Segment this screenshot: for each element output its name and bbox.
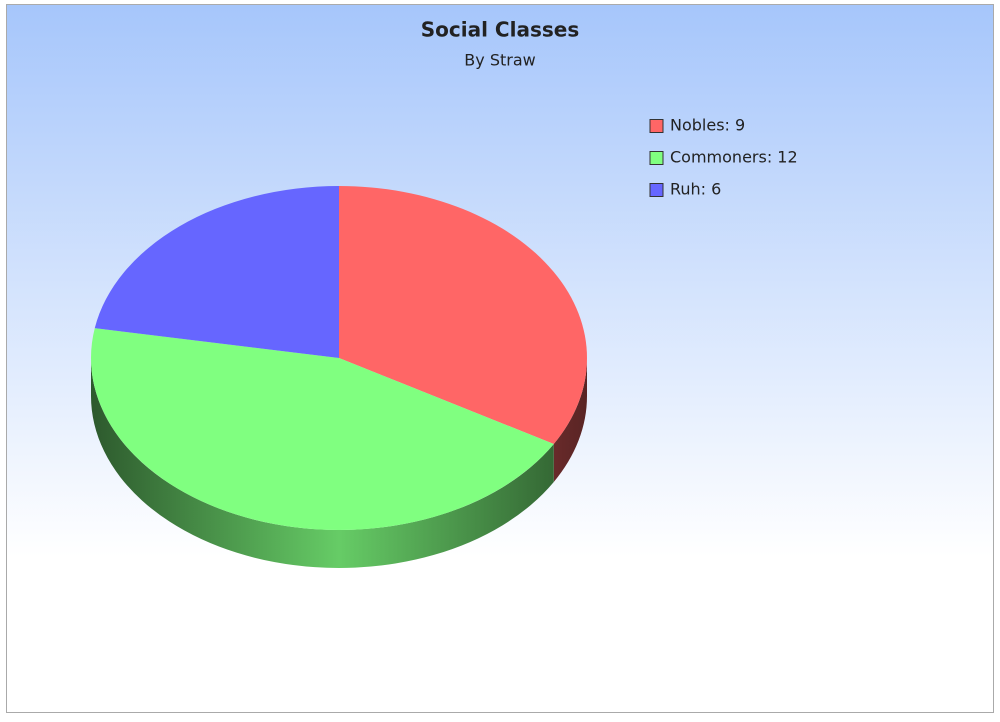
legend-swatch [649,151,664,165]
legend-label: Nobles: 9 [670,116,745,135]
legend-swatch [649,183,664,197]
slice-side [91,358,554,568]
pie-slice [94,186,340,358]
slice-top [94,186,340,358]
chart-subtitle: By Straw [464,51,535,70]
pie-slice [91,328,554,568]
legend-label: Ruh: 6 [670,180,721,199]
legend-label: Commoners: 12 [670,148,798,167]
pie-slice [339,186,587,482]
slice-side [553,358,587,482]
legend-swatch [649,119,664,133]
chart-title: Social Classes [421,18,579,42]
slice-top [91,328,554,530]
slice-top [339,186,587,444]
